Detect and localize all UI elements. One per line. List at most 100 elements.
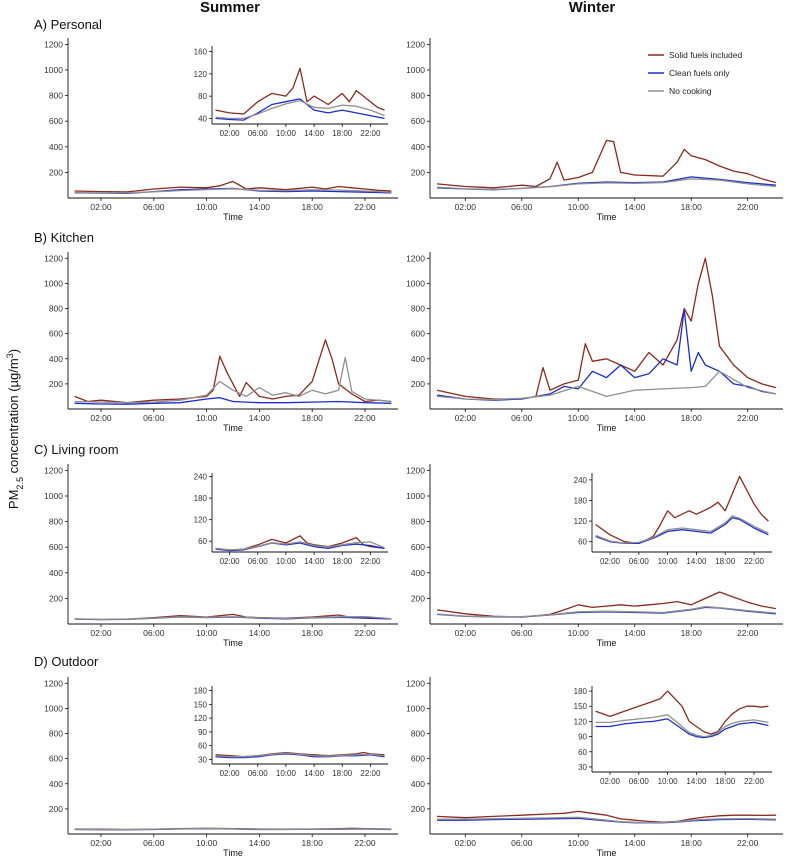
panel-winter-2-x-tick-label: 18:00: [681, 628, 703, 638]
panel-summer-2: C) Living room 200 400 600 800 1000 1200 02:00 0…: [34, 442, 398, 648]
panel-summer-0-y-tick-label: 400: [49, 142, 63, 152]
panel-summer-0-inset-series-clean-fuels-only: [215, 98, 385, 121]
panel-summer-3: D) Outdoor 200 400 600 800 1000 1200 02:00 06:00…: [34, 654, 398, 858]
panel-summer-0-x-tick-label: 06:00: [143, 202, 165, 212]
panel-winter-2-inset-y-tick-label: 60: [578, 538, 587, 547]
panel-summer-2-inset-y-tick-label: 60: [198, 537, 207, 546]
panel-summer-1-x-tick-label: 14:00: [249, 413, 271, 423]
panel-winter-3-y-tick-label: 1000: [406, 703, 425, 713]
panel-winter-3-x-tick-label: 14:00: [624, 838, 646, 848]
panel-summer-0-inset-x-tick-label: 02:00: [220, 129, 241, 138]
panel-winter-2-inset-x-tick-label: 14:00: [686, 557, 707, 566]
panel-winter-0-x-tick-label: 06:00: [511, 202, 533, 212]
panel-summer-2-y-tick-label: 1000: [44, 491, 63, 501]
panel-winter-1-x-axis-title: Time: [597, 423, 617, 433]
panel-summer-2-series-no-cooking: [74, 615, 392, 621]
panel-winter-1-y-tick-label: 600: [411, 329, 425, 339]
panel-summer-3-y-tick-label: 800: [49, 729, 63, 739]
panel-summer-1-series-solid-fuels-included: [74, 339, 392, 404]
panel-summer-0-series-solid-fuels-included: [74, 180, 392, 193]
panels: A) Personal 200 400 600 800 1000 1200 02:00 06:0…: [34, 17, 783, 858]
panel-winter-3-series-no-cooking: [437, 816, 776, 824]
panel-winter-0-y-tick-label: 1000: [406, 65, 425, 75]
panel-winter-3-inset-y-tick-label: 120: [574, 717, 588, 726]
panel-winter-2-inset: 60 120 180 240 02:00 06:00 10:00 14:00 18:00 22:0…: [560, 467, 780, 568]
panel-winter-3-inset-y-tick-label: 60: [578, 748, 587, 757]
panel-summer-3-series-no-cooking: [74, 827, 392, 831]
panel-summer-2-y-tick-label: 800: [49, 517, 63, 527]
panel-summer-3-inset-y-tick-label: 30: [198, 755, 207, 764]
panel-summer-3-inset-x-tick-label: 02:00: [220, 769, 241, 778]
panel-summer-3-inset-y-tick-label: 150: [194, 700, 208, 709]
panel-winter-2-y-tick-label: 1200: [406, 465, 425, 475]
panel-summer-3-inset-series-no-cooking: [215, 752, 385, 758]
panel-winter-2-inset-y-tick-label: 120: [574, 517, 588, 526]
panel-winter-0-series-solid-fuels-included: [437, 139, 777, 189]
panel-summer-3-inset: 30 60 90 120 150 180 02:00 06:00 10:00 14:00 18:00…: [180, 680, 396, 780]
panel-summer-3-inset-y-tick-label: 120: [194, 714, 208, 723]
panel-winter-0-series-no-cooking: [437, 178, 776, 190]
panel-winter-0-y-tick-label: 1200: [406, 39, 425, 49]
panel-winter-3-inset-x-tick-label: 02:00: [600, 777, 621, 786]
legend-label-clean-fuels: Clean fuels only: [669, 68, 730, 78]
panel-winter-2-series-no-cooking: [437, 606, 776, 618]
panel-winter-2-x-tick-label: 22:00: [737, 628, 759, 638]
panel-summer-2-inset-series-clean-fuels-only: [215, 542, 385, 552]
panel-winter-1-y-tick-label: 1000: [406, 278, 425, 288]
panel-winter-3-inset-series-clean-fuels-only: [595, 718, 769, 739]
panel-summer-1-title: B) Kitchen: [34, 230, 94, 245]
panel-winter-1-y-tick-label: 1200: [406, 253, 425, 263]
panel-winter-2-x-tick-label: 10:00: [568, 628, 590, 638]
panel-summer-0-x-tick-label: 18:00: [302, 202, 324, 212]
panel-winter-0-y-tick-label: 600: [411, 116, 425, 126]
panel-winter-1-x-tick-label: 14:00: [624, 413, 646, 423]
panel-summer-1-x-tick-label: 18:00: [302, 413, 324, 423]
legend: Solid fuels included Clean fuels only No…: [648, 50, 743, 96]
panel-summer-0-y-tick-label: 800: [49, 91, 63, 101]
panel-summer-1-y-tick-label: 400: [49, 354, 63, 364]
panel-summer-2-inset-x-tick-label: 06:00: [248, 557, 269, 566]
panel-summer-2-y-tick-label: 400: [49, 568, 63, 578]
panel-summer-0-inset-x-tick-label: 18:00: [332, 129, 353, 138]
panel-winter-2-inset-y-tick-label: 240: [574, 476, 588, 485]
panel-winter-2-x-tick-label: 14:00: [624, 628, 646, 638]
panel-winter-3-y-tick-label: 600: [411, 754, 425, 764]
panel-summer-2-title: C) Living room: [34, 442, 119, 457]
panel-summer-1-x-tick-label: 10:00: [196, 413, 218, 423]
panel-winter-1-y-tick-label: 400: [411, 354, 425, 364]
panel-winter-3-x-tick-label: 22:00: [737, 838, 759, 848]
panel-summer-0-inset: 40 80 120 160 02:00 06:00 10:00 14:00 18:00 22:00: [180, 40, 396, 140]
panel-winter-3-inset-series-solid-fuels-included: [595, 690, 769, 735]
panel-winter-0-y-tick-label: 800: [411, 91, 425, 101]
panel-winter-2-x-tick-label: 06:00: [511, 628, 533, 638]
panel-winter-2-inset-x-tick-label: 18:00: [715, 557, 736, 566]
panel-winter-1-y-tick-label: 200: [411, 379, 425, 389]
panel-summer-2-x-tick-label: 22:00: [354, 628, 376, 638]
panel-winter-3-y-tick-label: 1200: [406, 678, 425, 688]
panel-winter-3-y-tick-label: 400: [411, 779, 425, 789]
panel-summer-0-x-tick-label: 14:00: [249, 202, 271, 212]
panel-summer-1: B) Kitchen 200 400 600 800 1000 1200 02:00 06:00…: [34, 230, 398, 433]
panel-summer-0-x-axis-title: Time: [223, 212, 243, 222]
panel-summer-2-x-tick-label: 10:00: [196, 628, 218, 638]
panel-summer-1-series-clean-fuels-only: [74, 397, 392, 405]
panel-winter-3-y-tick-label: 800: [411, 729, 425, 739]
panel-summer-0-y-tick-label: 1000: [44, 65, 63, 75]
legend-label-solid-fuels: Solid fuels included: [669, 50, 743, 60]
panel-winter-3-inset-y-tick-label: 150: [574, 702, 588, 711]
panel-summer-0-inset-y-tick-label: 120: [194, 70, 208, 79]
y-axis-label-superscript: 3: [5, 353, 15, 358]
panel-winter-0: 200 400 600 800 1000 1200 02:00 06:00 10:00 14:00…: [406, 38, 783, 222]
panel-summer-3-x-tick-label: 14:00: [249, 838, 271, 848]
panel-summer-2-x-tick-label: 18:00: [302, 628, 324, 638]
panel-summer-0-x-tick-label: 10:00: [196, 202, 218, 212]
panel-winter-3-inset-series-no-cooking: [595, 714, 769, 738]
panel-winter-3-x-tick-label: 18:00: [681, 838, 703, 848]
panel-summer-1-x-tick-label: 06:00: [143, 413, 165, 423]
panel-summer-2-inset-y-tick-label: 120: [194, 516, 208, 525]
panel-winter-2-x-tick-label: 02:00: [455, 628, 477, 638]
panel-winter-0-x-tick-label: 22:00: [737, 202, 759, 212]
panel-winter-3: 200 400 600 800 1000 1200 02:00 06:00 10:00 14:00…: [406, 677, 783, 858]
panel-summer-2-inset-x-tick-label: 10:00: [276, 557, 297, 566]
